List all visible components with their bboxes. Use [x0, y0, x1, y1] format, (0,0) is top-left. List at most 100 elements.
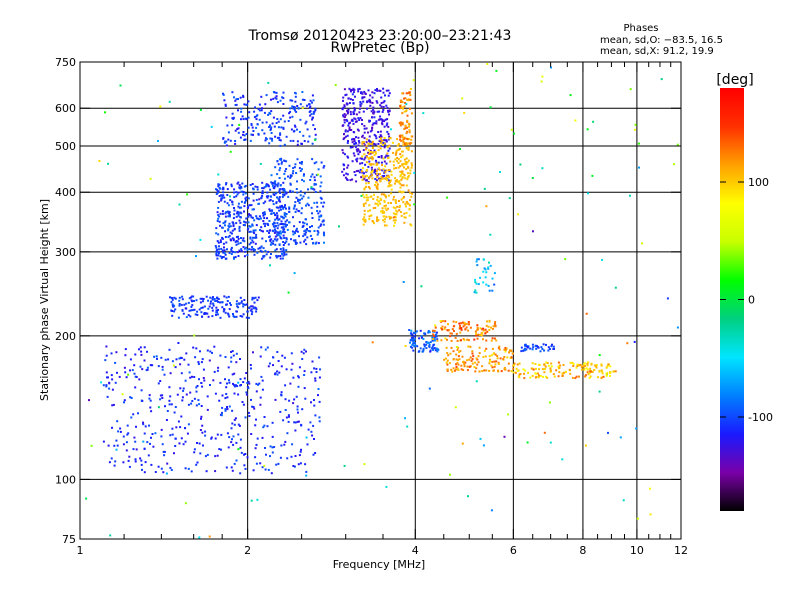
- data-point: [200, 361, 203, 364]
- data-point: [265, 453, 267, 456]
- data-point: [402, 173, 405, 176]
- data-point: [532, 230, 534, 233]
- data-point: [292, 107, 295, 110]
- data-point: [481, 370, 484, 372]
- data-point: [404, 345, 407, 347]
- data-point: [607, 431, 609, 434]
- data-point: [110, 457, 113, 460]
- data-point: [352, 137, 355, 140]
- data-point: [111, 404, 114, 407]
- data-point: [254, 447, 257, 450]
- data-point: [346, 130, 349, 133]
- data-point: [298, 235, 300, 238]
- data-point: [372, 198, 375, 200]
- data-point: [384, 118, 387, 121]
- data-point: [446, 359, 449, 362]
- data-point: [283, 159, 286, 162]
- data-point: [299, 450, 302, 453]
- data-point: [138, 378, 141, 381]
- data-point: [155, 355, 158, 358]
- data-point: [271, 435, 274, 438]
- data-point: [315, 367, 318, 370]
- data-point: [413, 331, 416, 334]
- data-point: [235, 191, 238, 194]
- data-point: [169, 434, 172, 437]
- data-point: [235, 195, 238, 198]
- data-point: [305, 436, 308, 439]
- data-point: [482, 281, 485, 284]
- data-point: [450, 368, 453, 371]
- data-point: [179, 363, 182, 366]
- data-point: [297, 107, 300, 110]
- data-point: [371, 101, 374, 104]
- data-point: [374, 135, 377, 138]
- data-point: [281, 257, 284, 260]
- data-point: [258, 218, 261, 221]
- data-point: [362, 204, 365, 207]
- data-point: [422, 112, 425, 115]
- data-point: [282, 229, 285, 232]
- data-point: [279, 255, 282, 257]
- data-point: [365, 145, 368, 148]
- data-point: [271, 137, 273, 140]
- data-point: [403, 128, 406, 130]
- data-point: [476, 328, 479, 331]
- data-point: [303, 173, 305, 176]
- data-point: [464, 322, 467, 325]
- data-point: [341, 149, 344, 152]
- data-point: [273, 446, 276, 448]
- data-point: [157, 465, 160, 468]
- data-point: [313, 179, 316, 182]
- data-point: [100, 381, 103, 384]
- data-point: [251, 310, 254, 313]
- data-point: [458, 322, 461, 325]
- data-point: [362, 110, 365, 113]
- data-point: [223, 252, 226, 255]
- data-point: [635, 427, 638, 430]
- data-point: [389, 181, 391, 183]
- data-point: [586, 364, 589, 367]
- data-point: [382, 109, 385, 111]
- data-point: [161, 397, 164, 399]
- data-point: [189, 391, 192, 394]
- data-point: [223, 295, 226, 298]
- data-point: [479, 437, 482, 440]
- data-point: [265, 253, 268, 256]
- data-point: [386, 179, 389, 182]
- data-point: [259, 403, 262, 406]
- data-point: [343, 153, 346, 156]
- data-point: [154, 471, 157, 473]
- data-point: [170, 403, 173, 406]
- data-point: [240, 301, 243, 304]
- data-point: [301, 98, 304, 101]
- data-point: [383, 125, 386, 128]
- data-point: [276, 183, 279, 186]
- data-point: [444, 337, 447, 340]
- data-point: [134, 375, 137, 378]
- data-point: [230, 466, 233, 469]
- data-point: [244, 453, 247, 455]
- data-point: [264, 200, 267, 203]
- data-point: [221, 212, 224, 215]
- data-point: [274, 96, 277, 99]
- data-point: [241, 315, 244, 318]
- data-point: [216, 311, 219, 314]
- data-point: [408, 204, 411, 206]
- data-point: [367, 210, 370, 213]
- data-point: [247, 380, 250, 383]
- data-point: [273, 231, 276, 234]
- data-point: [555, 369, 558, 372]
- data-point: [399, 136, 402, 139]
- data-point: [277, 126, 280, 129]
- data-point: [300, 350, 303, 353]
- data-point: [383, 210, 385, 213]
- data-point: [310, 186, 313, 189]
- data-point: [289, 107, 292, 110]
- data-point: [231, 124, 234, 127]
- data-point: [358, 87, 361, 90]
- data-point: [291, 105, 294, 108]
- data-point: [489, 106, 492, 109]
- data-point: [187, 467, 190, 470]
- data-point: [268, 208, 271, 211]
- data-point: [196, 461, 199, 464]
